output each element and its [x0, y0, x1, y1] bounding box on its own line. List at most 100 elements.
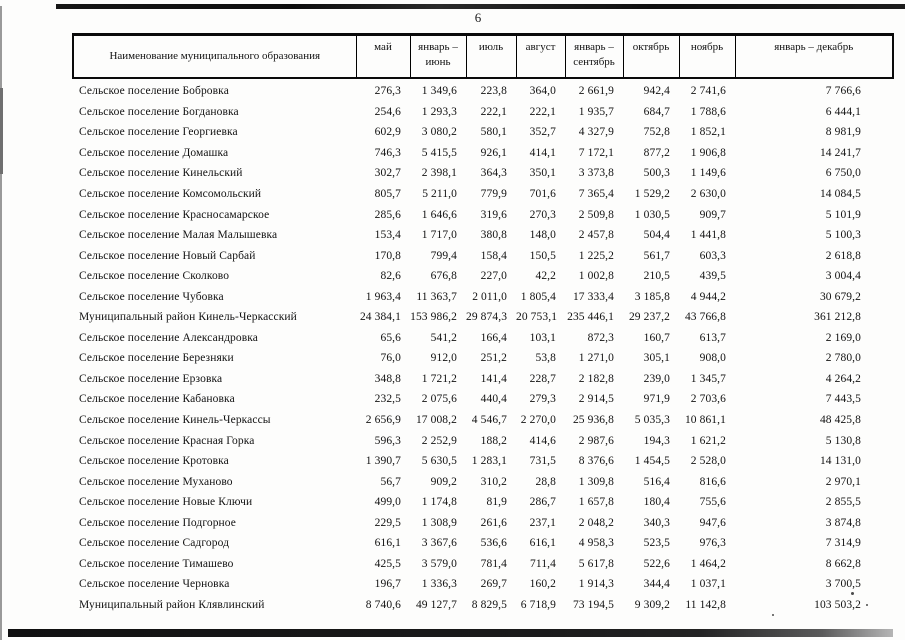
column-header-name: Наименование муниципального образования — [72, 33, 357, 79]
value-cell-nov: 1 788,6 — [690, 105, 726, 118]
value-cell-nov: 11 142,8 — [685, 598, 726, 611]
value-cell-nov: 613,7 — [699, 331, 726, 344]
value-cell-oct: 29 237,2 — [628, 311, 670, 324]
row-name-cell: Сельское поселение Красная Горка — [79, 434, 255, 447]
value-cell-oct: 5 035,3 — [634, 414, 670, 427]
value-cell-jan-dec: 2 618,8 — [825, 249, 861, 262]
value-cell-jan-dec: 5 130,8 — [825, 434, 861, 447]
value-cell-nov: 2 741,6 — [690, 85, 726, 98]
value-cell-aug: 150,5 — [529, 249, 556, 262]
row-name-cell: Сельское поселение Комсомольский — [79, 188, 262, 200]
value-cell-oct: 180,4 — [643, 496, 670, 509]
value-cell-jul: 251,2 — [480, 352, 507, 365]
row-name-cell: Сельское поселение Кинельский — [79, 167, 243, 180]
value-cell-jan-dec: 6 444,1 — [825, 105, 861, 118]
table-row: Сельское поселение Домашка 746,3 5 415,5… — [73, 143, 893, 164]
value-cell-may: 285,6 — [374, 208, 401, 221]
scan-speck — [866, 604, 868, 606]
column-header-jan-dec: январь – декабрь — [734, 33, 894, 79]
table-row: Сельское поселение Муханово 56,7 909,2 3… — [73, 471, 893, 492]
value-cell-nov: 1 906,8 — [690, 146, 726, 159]
value-cell-jan-sep: 2 987,6 — [578, 434, 614, 447]
value-cell-oct: 942,4 — [643, 85, 670, 98]
table-row: Сельское поселение Садгород 616,1 3 367,… — [73, 533, 893, 554]
municipal-finance-table: Наименование муниципального образования … — [72, 33, 894, 615]
value-cell-aug: 414,1 — [529, 146, 556, 159]
value-cell-jan-sep: 2 914,5 — [578, 393, 614, 406]
value-cell-jul: 269,7 — [480, 578, 507, 591]
row-name-cell: Сельское поселение Березняки — [79, 352, 234, 365]
value-cell-oct: 239,0 — [643, 372, 670, 385]
value-cell-jul: 4 546,7 — [471, 414, 507, 427]
scan-artifact-left-smudge — [0, 88, 3, 174]
value-cell-jul: 81,9 — [486, 496, 507, 509]
table-header-row: Наименование муниципального образования … — [72, 33, 894, 79]
value-cell-jul: 364,3 — [480, 167, 507, 180]
table-row: Сельское поселение Комсомольский 805,7 5… — [73, 184, 893, 205]
value-cell-jan-jun: 5 211,0 — [422, 188, 457, 200]
value-cell-oct: 971,9 — [643, 393, 670, 406]
value-cell-jan-dec: 48 425,8 — [819, 414, 861, 427]
row-name-cell: Сельское поселение Красносамарское — [79, 208, 270, 221]
row-name-cell: Сельское поселение Чубовка — [79, 290, 224, 303]
value-cell-nov: 1 852,1 — [690, 126, 726, 139]
value-cell-jan-dec: 361 212,8 — [814, 311, 861, 324]
scan-artifact-top-line — [56, 4, 905, 9]
value-cell-nov: 10 861,1 — [684, 414, 726, 427]
value-cell-aug: 2 270,0 — [520, 414, 556, 427]
table-row: Муниципальный район Кинель-Черкасский 24… — [73, 307, 893, 328]
value-cell-jan-dec: 2 970,1 — [825, 475, 861, 488]
value-cell-nov: 909,7 — [699, 208, 726, 221]
value-cell-may: 596,3 — [374, 434, 401, 447]
value-cell-jan-dec: 2 169,0 — [825, 331, 861, 344]
value-cell-jan-jun: 49 127,7 — [415, 598, 457, 611]
column-header-oct: октябрь — [622, 33, 680, 79]
row-name-cell: Сельское поселение Новый Сарбай — [79, 249, 256, 262]
value-cell-jan-sep: 8 376,6 — [578, 455, 614, 468]
value-cell-jan-sep: 17 333,4 — [572, 290, 614, 303]
value-cell-jan-jun: 3 080,2 — [421, 126, 457, 139]
value-cell-jan-sep: 1 002,8 — [578, 270, 614, 283]
table-row: Сельское поселение Малая Малышевка 153,4… — [73, 225, 893, 246]
value-cell-jul: 926,1 — [480, 146, 507, 159]
value-cell-jan-sep: 5 617,8 — [578, 557, 614, 570]
scan-artifact-left-edge — [0, 6, 2, 640]
value-cell-nov: 908,0 — [699, 352, 726, 365]
value-cell-nov: 816,6 — [699, 475, 726, 488]
value-cell-may: 616,1 — [374, 537, 401, 550]
value-cell-aug: 237,1 — [529, 516, 556, 529]
value-cell-jul: 158,4 — [480, 249, 507, 262]
value-cell-jan-sep: 1 225,2 — [578, 249, 614, 262]
value-cell-jan-dec: 30 679,2 — [819, 290, 861, 303]
row-name-cell: Муниципальный район Клявлинский — [79, 598, 265, 611]
table-row: Сельское поселение Черновка 196,7 1 336,… — [73, 574, 893, 595]
value-cell-jul: 779,9 — [480, 188, 507, 200]
value-cell-may: 276,3 — [374, 85, 401, 98]
value-cell-jan-jun: 1 293,3 — [421, 105, 457, 118]
value-cell-jan-jun: 2 075,6 — [421, 393, 457, 406]
value-cell-may: 24 384,1 — [359, 311, 401, 324]
value-cell-jan-dec: 14 084,5 — [819, 188, 861, 200]
value-cell-jan-jun: 5 630,5 — [421, 455, 457, 468]
value-cell-jan-sep: 25 936,8 — [572, 414, 614, 427]
value-cell-may: 82,6 — [380, 270, 401, 283]
row-name-cell: Сельское поселение Садгород — [79, 537, 230, 550]
value-cell-aug: 42,2 — [535, 270, 556, 283]
value-cell-jan-dec: 3 004,4 — [825, 270, 861, 283]
scan-artifact-bottom-bar — [8, 629, 893, 637]
value-cell-may: 65,6 — [380, 331, 401, 344]
value-cell-oct: 210,5 — [643, 270, 670, 283]
table-row: Сельское поселение Богдановка 254,6 1 29… — [73, 102, 893, 123]
value-cell-jul: 261,6 — [480, 516, 507, 529]
value-cell-aug: 28,8 — [535, 475, 556, 488]
value-cell-jan-sep: 4 958,3 — [578, 537, 614, 550]
value-cell-may: 8 740,6 — [365, 598, 401, 611]
value-cell-nov: 2 703,6 — [690, 393, 726, 406]
value-cell-nov: 976,3 — [699, 537, 726, 550]
value-cell-jan-jun: 11 363,7 — [416, 290, 457, 303]
row-name-cell: Сельское поселение Тимашево — [79, 557, 234, 570]
value-cell-may: 232,5 — [374, 393, 401, 406]
row-name-cell: Сельское поселение Ерзовка — [79, 372, 223, 385]
value-cell-nov: 4 944,2 — [690, 290, 726, 303]
value-cell-jan-jun: 799,4 — [430, 249, 457, 262]
